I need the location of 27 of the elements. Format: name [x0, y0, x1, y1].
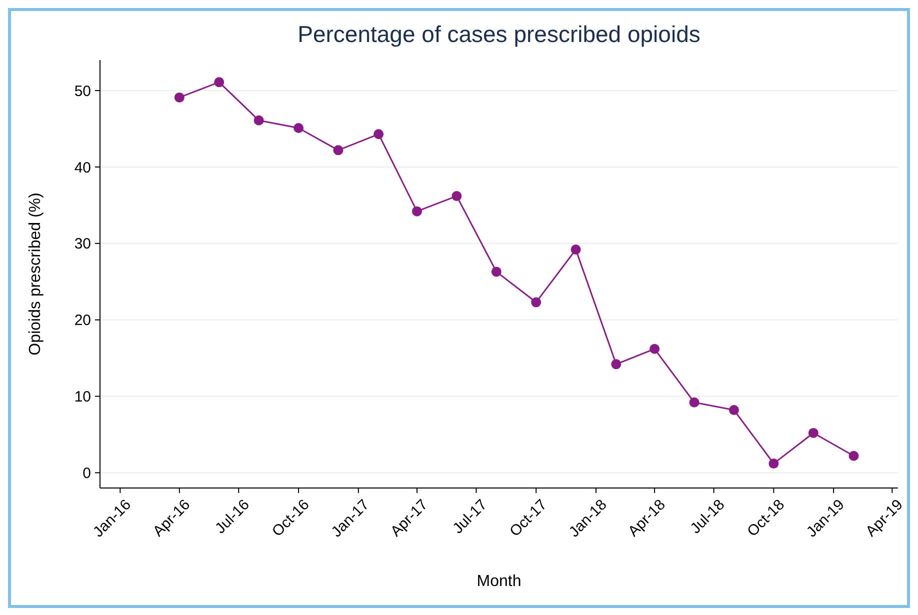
x-axis-title: Month — [476, 573, 522, 590]
y-tick-label: 0 — [82, 464, 91, 482]
point — [570, 244, 581, 255]
point — [728, 405, 739, 416]
y-tick-label: 20 — [74, 312, 91, 330]
point — [491, 266, 502, 277]
point — [412, 206, 422, 216]
y-tick-label: 50 — [74, 82, 91, 100]
point — [848, 450, 859, 461]
chart-title: Percentage of cases prescribed opioids — [298, 21, 700, 47]
point — [650, 344, 660, 354]
point — [214, 77, 224, 88]
point — [174, 92, 184, 102]
point — [452, 191, 462, 202]
y-tick-label: 30 — [74, 236, 91, 253]
point — [768, 458, 779, 469]
y-axis-title: Opioids prescribed (%) — [27, 192, 44, 356]
point — [333, 145, 344, 156]
y-tick-label: 10 — [74, 388, 91, 406]
point — [374, 129, 384, 140]
point — [611, 359, 622, 370]
point — [254, 115, 264, 126]
point — [294, 123, 304, 134]
point — [808, 428, 818, 438]
point — [531, 297, 542, 308]
point — [689, 397, 700, 408]
y-tick-label: 40 — [74, 159, 91, 176]
